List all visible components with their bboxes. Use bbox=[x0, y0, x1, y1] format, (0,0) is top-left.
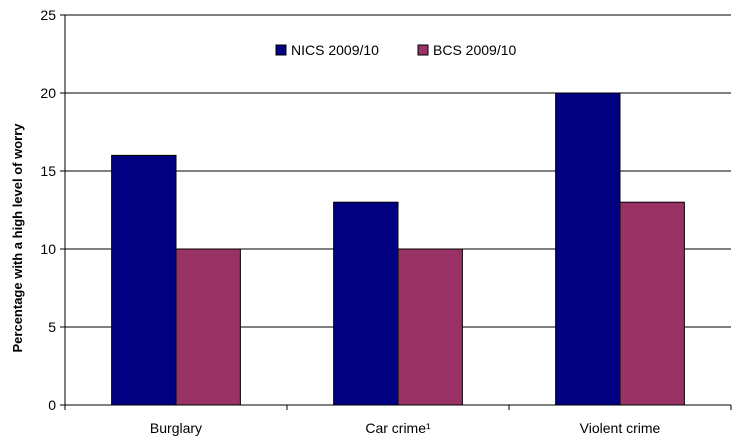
x-category-label: Car crime¹ bbox=[365, 420, 431, 436]
y-tick-label: 0 bbox=[48, 397, 56, 413]
legend-swatch-bcs bbox=[417, 44, 429, 56]
legend-label-bcs: BCS 2009/10 bbox=[433, 42, 516, 58]
bar-nics bbox=[555, 92, 621, 406]
y-tick-label: 15 bbox=[40, 163, 56, 179]
y-tick-label: 5 bbox=[48, 319, 56, 335]
legend: NICS 2009/10 BCS 2009/10 bbox=[275, 42, 516, 58]
legend-swatch-nics bbox=[275, 44, 287, 56]
y-tick-label: 10 bbox=[40, 241, 56, 257]
y-axis-label: Percentage with a high level of worry bbox=[10, 123, 25, 353]
bar-bcs bbox=[397, 248, 463, 406]
x-category-labels: Burglary Car crime¹ Violent crime bbox=[150, 420, 661, 436]
y-tick-label: 20 bbox=[40, 85, 56, 101]
axes bbox=[60, 14, 732, 410]
bar-bcs bbox=[619, 201, 685, 406]
bar-nics bbox=[111, 154, 177, 406]
y-tick-labels: 0 5 10 15 20 25 bbox=[40, 7, 56, 413]
bar-bcs bbox=[175, 248, 241, 406]
legend-label-nics: NICS 2009/10 bbox=[291, 42, 379, 58]
x-category-label: Burglary bbox=[150, 420, 202, 436]
bar-nics bbox=[333, 201, 399, 406]
y-tick-label: 25 bbox=[40, 7, 56, 23]
bars bbox=[111, 92, 685, 406]
x-category-label: Violent crime bbox=[580, 420, 661, 436]
